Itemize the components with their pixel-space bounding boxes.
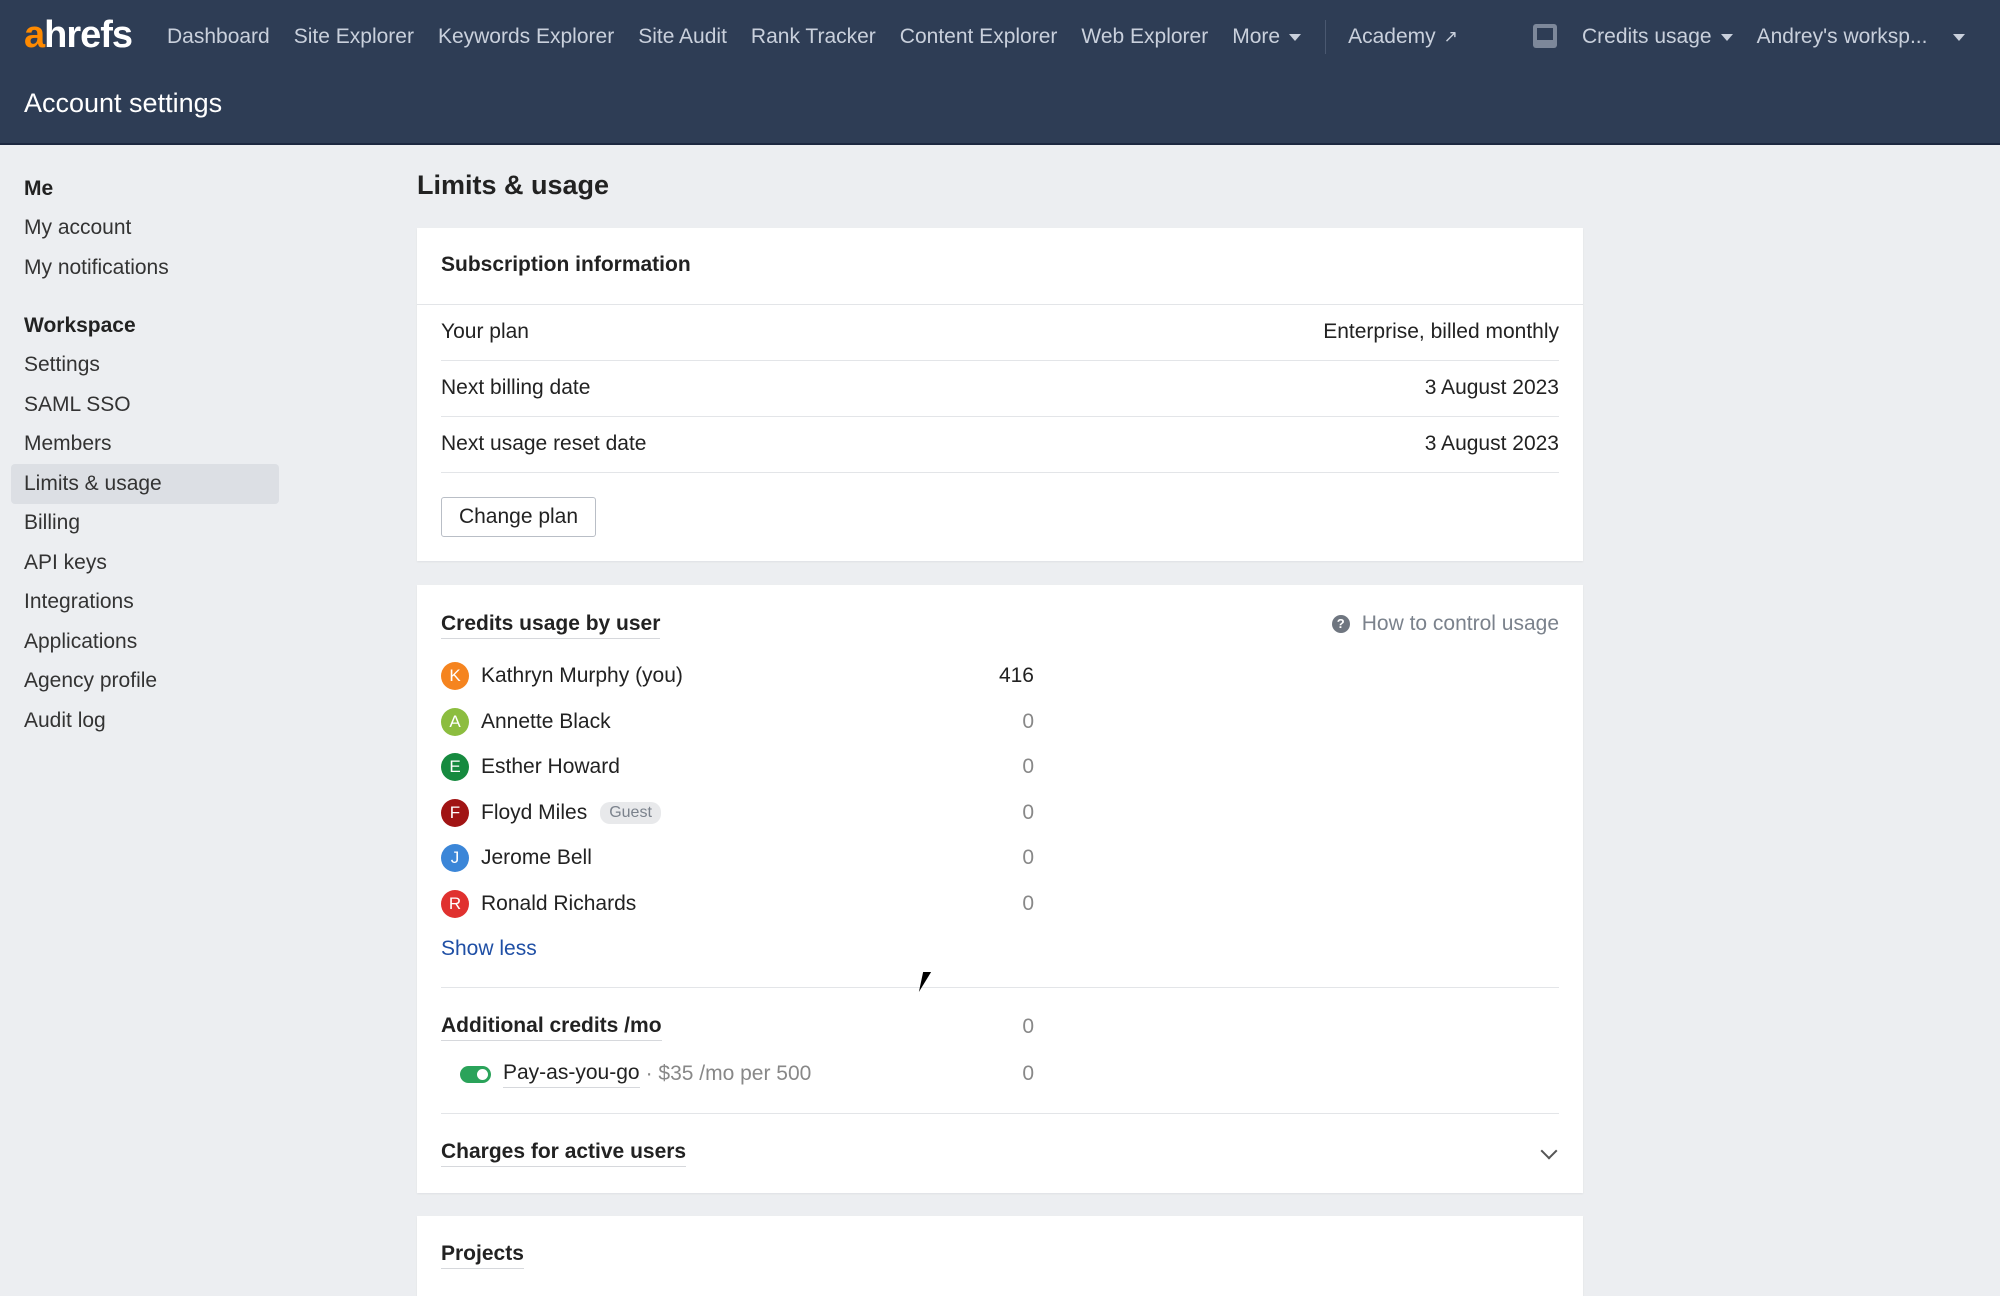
sidebar-item-applications[interactable]: Applications bbox=[24, 630, 138, 653]
usage-reset-value: 3 August 2023 bbox=[1424, 432, 1559, 455]
avatar: E bbox=[441, 753, 469, 781]
user-row: A Annette Black 0 bbox=[441, 702, 1034, 742]
workspace-label: Andrey's worksp... bbox=[1756, 25, 1928, 48]
avatar: K bbox=[441, 662, 469, 690]
sidebar-item-billing[interactable]: Billing bbox=[24, 511, 81, 534]
change-plan-button[interactable]: Change plan bbox=[441, 497, 596, 537]
projects-card: Projects bbox=[417, 1216, 1583, 1296]
projects-title: Projects bbox=[441, 1242, 524, 1269]
right-nav: Credits usage Andrey's worksp... bbox=[1582, 22, 1989, 52]
user-name: Jerome Bell bbox=[481, 846, 592, 869]
sidebar-item-audit-log[interactable]: Audit log bbox=[24, 709, 106, 732]
usage-reset-label: Next usage reset date bbox=[441, 432, 647, 455]
user-credits: 0 bbox=[1022, 801, 1034, 824]
sidebar-item-api-keys[interactable]: API keys bbox=[24, 551, 107, 574]
caret-down-icon bbox=[1289, 33, 1302, 41]
divider bbox=[441, 1113, 1559, 1114]
nav-divider bbox=[1325, 20, 1327, 54]
divider bbox=[441, 987, 1559, 988]
user-name: Esther Howard bbox=[481, 755, 620, 778]
show-less-link[interactable]: Show less bbox=[441, 937, 537, 960]
pay-as-you-go-label[interactable]: Pay-as-you-go bbox=[503, 1061, 640, 1088]
inbox-icon[interactable] bbox=[1533, 24, 1557, 48]
subscription-card: Subscription information Your plan Enter… bbox=[417, 228, 1583, 561]
sidebar-item-limits-usage[interactable]: Limits & usage bbox=[11, 464, 279, 504]
pay-as-you-go-toggle[interactable] bbox=[460, 1066, 491, 1083]
sidebar-item-settings[interactable]: Settings bbox=[24, 353, 100, 376]
sidebar-heading-workspace: Workspace bbox=[24, 314, 136, 337]
pay-as-you-go-row: Pay-as-you-go · $35 /mo per 500 0 bbox=[503, 1054, 1034, 1094]
avatar: R bbox=[441, 890, 469, 918]
next-billing-label: Next billing date bbox=[441, 376, 591, 399]
subscription-title: Subscription information bbox=[441, 253, 691, 276]
user-credits: 0 bbox=[1022, 892, 1034, 915]
sidebar-item-agency-profile[interactable]: Agency profile bbox=[24, 669, 158, 692]
nav-web-explorer[interactable]: Web Explorer bbox=[1081, 25, 1209, 48]
nav-keywords-explorer[interactable]: Keywords Explorer bbox=[437, 25, 615, 48]
external-link-icon: ↗ bbox=[1443, 27, 1458, 46]
page-title: Limits & usage bbox=[417, 170, 610, 200]
ahrefs-logo[interactable]: ahrefs bbox=[24, 14, 133, 56]
additional-credits-value: 0 bbox=[1022, 1015, 1034, 1038]
credits-usage-label: Credits usage bbox=[1582, 25, 1712, 48]
user-name: Annette Black bbox=[481, 710, 611, 733]
main-nav: Dashboard Site Explorer Keywords Explore… bbox=[167, 20, 1482, 54]
nav-rank-tracker[interactable]: Rank Tracker bbox=[750, 25, 876, 48]
credits-usage-card: Credits usage by user ? How to control us… bbox=[417, 585, 1583, 1193]
nav-more-label: More bbox=[1232, 25, 1281, 48]
user-credits: 416 bbox=[998, 664, 1034, 687]
user-credits: 0 bbox=[1022, 755, 1034, 778]
workspace-dropdown[interactable]: Andrey's worksp... bbox=[1757, 25, 1966, 49]
nav-site-audit[interactable]: Site Audit bbox=[638, 25, 727, 48]
user-name: Floyd Miles bbox=[481, 801, 588, 824]
user-credits: 0 bbox=[1022, 846, 1034, 869]
user-credits: 0 bbox=[1022, 710, 1034, 733]
divider bbox=[441, 416, 1559, 417]
sidebar-item-members[interactable]: Members bbox=[24, 432, 112, 455]
next-billing-value: 3 August 2023 bbox=[1424, 376, 1559, 399]
sidebar-heading-me: Me bbox=[24, 177, 54, 200]
academy-label: Academy bbox=[1348, 25, 1436, 48]
user-row: E Esther Howard 0 bbox=[441, 747, 1034, 787]
question-icon: ? bbox=[1331, 615, 1350, 633]
charges-active-users-title[interactable]: Charges for active users bbox=[441, 1140, 687, 1167]
top-navigation-bar: ahrefs Dashboard Site Explorer Keywords … bbox=[0, 0, 2000, 145]
guest-badge: Guest bbox=[600, 802, 661, 824]
credits-usage-title: Credits usage by user bbox=[441, 612, 661, 639]
sidebar-item-saml-sso[interactable]: SAML SSO bbox=[24, 393, 131, 416]
divider bbox=[441, 360, 1559, 361]
page-header-title: Account settings bbox=[24, 88, 223, 118]
avatar: J bbox=[441, 844, 469, 872]
divider bbox=[417, 304, 1583, 305]
user-row: J Jerome Bell 0 bbox=[441, 838, 1034, 878]
user-row: K Kathryn Murphy (you) 416 bbox=[441, 656, 1034, 696]
nav-content-explorer[interactable]: Content Explorer bbox=[899, 25, 1058, 48]
divider bbox=[441, 472, 1559, 473]
credits-usage-dropdown[interactable]: Credits usage bbox=[1582, 25, 1733, 49]
user-name: Kathryn Murphy (you) bbox=[481, 664, 683, 687]
user-row: R Ronald Richards 0 bbox=[441, 884, 1034, 924]
how-to-control-usage-link[interactable]: ? How to control usage bbox=[1331, 612, 1559, 636]
user-name: Ronald Richards bbox=[481, 892, 637, 915]
nav-more[interactable]: More bbox=[1232, 25, 1302, 49]
nav-site-explorer[interactable]: Site Explorer bbox=[293, 25, 414, 48]
nav-dashboard[interactable]: Dashboard bbox=[167, 25, 270, 48]
user-row: F Floyd Miles Guest 0 bbox=[441, 793, 1034, 833]
caret-down-icon bbox=[1953, 33, 1966, 41]
pay-as-you-go-value: 0 bbox=[1022, 1062, 1034, 1085]
nav-academy[interactable]: Academy ↗ bbox=[1348, 25, 1458, 49]
sidebar-item-my-notifications[interactable]: My notifications bbox=[24, 256, 169, 279]
plan-label: Your plan bbox=[441, 320, 529, 343]
chevron-down-icon[interactable] bbox=[1540, 1142, 1558, 1160]
avatar: F bbox=[441, 799, 469, 827]
sidebar-item-integrations[interactable]: Integrations bbox=[24, 590, 134, 613]
caret-down-icon bbox=[1720, 33, 1733, 41]
plan-value: Enterprise, billed monthly bbox=[1323, 320, 1559, 343]
sidebar-item-my-account[interactable]: My account bbox=[24, 216, 132, 239]
pay-as-you-go-price: · $35 /mo per 500 bbox=[645, 1062, 812, 1085]
help-label: How to control usage bbox=[1361, 612, 1559, 635]
additional-credits-label[interactable]: Additional credits /mo bbox=[441, 1014, 662, 1041]
additional-credits-row: Additional credits /mo 0 bbox=[441, 1007, 1034, 1047]
avatar: A bbox=[441, 708, 469, 736]
